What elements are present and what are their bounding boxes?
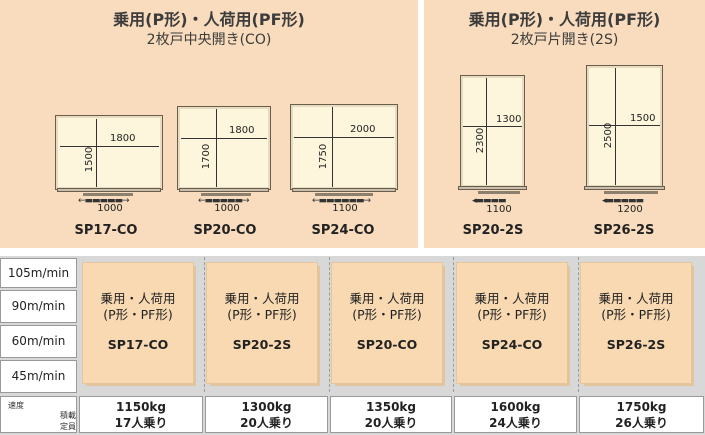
car-depth-label: 1500 <box>84 146 96 173</box>
door-arrows: ←▬▬▬▬▬→ <box>78 196 130 206</box>
door-opening-label: 1100 <box>332 203 358 214</box>
car-plan <box>177 106 271 190</box>
box-model-label: SP20-CO <box>356 337 418 352</box>
car-depth-label: 1750 <box>318 143 330 170</box>
door-opening-label: 1000 <box>214 203 240 214</box>
persons-value: 20人乗り <box>240 416 293 430</box>
capacity-cell-sp26-2s: 1750kg 26人乗り <box>579 396 704 433</box>
car-plan <box>290 104 398 190</box>
footer-speed-label: 速度 <box>8 401 24 410</box>
model-label: SP17-CO <box>74 223 138 238</box>
model-label: SP24-CO <box>311 223 375 238</box>
car-width-label: 2000 <box>350 124 376 135</box>
spec-box-sp26-2s: 乗用・人荷用 (P形・PF形) SP26-2S <box>581 263 691 383</box>
car-depth-label: 1700 <box>201 143 213 170</box>
capacity-cell-sp17-co: 1150kg 17人乗り <box>79 396 203 433</box>
car-plan <box>55 115 163 190</box>
spec-box-sp20-2s: 乗用・人荷用 (P形・PF形) SP20-2S <box>207 263 317 383</box>
2s-title-line2: 2枚戸片開き(2S) <box>510 32 619 48</box>
persons-value: 26人乗り <box>615 416 668 430</box>
box-type-label: 乗用・人荷用 <box>100 291 176 306</box>
box-type-label: 乗用・人荷用 <box>474 291 550 306</box>
door-arrows: ←▬▬▬▬▬→ <box>198 196 250 206</box>
load-value: 1150kg <box>116 400 166 414</box>
footer-capacity-label-1: 積載 <box>60 411 76 420</box>
capacity-cell-sp20-co: 1350kg 20人乗り <box>330 396 452 433</box>
door-opening-label: 1000 <box>97 203 123 214</box>
door-arrows: ◂▬▬▬▬ <box>472 196 507 206</box>
model-label: SP20-CO <box>193 223 257 238</box>
model-label: SP26-2S <box>593 223 655 238</box>
footer-label-cell <box>0 396 77 433</box>
model-label: SP20-2S <box>462 223 524 238</box>
persons-value: 17人乗り <box>114 416 168 430</box>
speed-cell-45: 45m/min <box>0 360 77 393</box>
box-model-label: SP17-CO <box>107 337 169 352</box>
box-form-label: (P形・PF形) <box>601 307 671 322</box>
box-type-label: 乗用・人荷用 <box>349 291 425 306</box>
spec-box-sp17-co: 乗用・人荷用 (P形・PF形) SP17-CO <box>83 263 193 383</box>
capacity-cell-sp20-2s: 1300kg 20人乗り <box>205 396 328 433</box>
door-opening-label: 1100 <box>486 204 512 215</box>
car-width-label: 1300 <box>496 114 522 125</box>
speed-cell-105: 105m/min <box>0 258 77 288</box>
car-plan <box>460 75 525 188</box>
box-form-label: (P形・PF形) <box>227 307 297 322</box>
door-arrows: ←▬▬▬▬▬▬→ <box>312 196 371 206</box>
spec-box-sp24-co: 乗用・人荷用 (P形・PF形) SP24-CO <box>457 263 567 383</box>
speed-cell-60: 60m/min <box>0 325 77 358</box>
spec-box-sp20-co: 乗用・人荷用 (P形・PF形) SP20-CO <box>332 263 442 383</box>
car-width-label: 1500 <box>630 113 656 124</box>
box-form-label: (P形・PF形) <box>103 307 173 322</box>
capacity-cell-sp24-co: 1600kg 24人乗り <box>454 396 577 433</box>
box-model-label: SP24-CO <box>481 337 543 352</box>
2s-title-line1: 乗用(P形)・人荷用(PF形) <box>468 10 661 29</box>
car-depth-label: 2500 <box>603 122 615 149</box>
footer-capacity-label-2: 定員 <box>60 422 76 431</box>
speed-cell-90: 90m/min <box>0 290 77 323</box>
box-model-label: SP20-2S <box>232 337 292 352</box>
door-opening-label: 1200 <box>617 204 643 215</box>
co-title-line2: 2枚戸中央開き(CO) <box>146 32 272 48</box>
box-type-label: 乗用・人荷用 <box>598 291 674 306</box>
car-depth-label: 2300 <box>475 127 487 154</box>
persons-value: 20人乗り <box>364 416 418 430</box>
load-value: 1600kg <box>490 400 541 414</box>
load-value: 1350kg <box>366 400 416 414</box>
2s-panel-title: 乗用(P形)・人荷用(PF形) 2枚戸片開き(2S) <box>424 10 705 50</box>
box-type-label: 乗用・人荷用 <box>224 291 300 306</box>
car-width-label: 1800 <box>110 133 136 144</box>
box-form-label: (P形・PF形) <box>352 307 422 322</box>
box-form-label: (P形・PF形) <box>477 307 547 322</box>
door-arrows: ◂▬▬▬▬▬ <box>602 196 644 206</box>
load-value: 1300kg <box>241 400 292 414</box>
box-model-label: SP26-2S <box>606 337 666 352</box>
persons-value: 24人乗り <box>489 416 542 430</box>
load-value: 1750kg <box>616 400 667 414</box>
car-width-label: 1800 <box>229 125 255 136</box>
co-panel-title: 乗用(P形)・人荷用(PF形) 2枚戸中央開き(CO) <box>0 10 418 50</box>
car-plan <box>586 65 663 188</box>
co-title-line1: 乗用(P形)・人荷用(PF形) <box>113 10 305 29</box>
